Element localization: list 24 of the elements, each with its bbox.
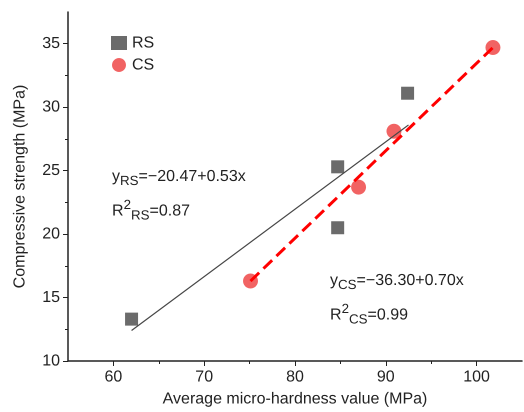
annotation: y$_{CS}$=−36.30+0.70x [330, 272, 464, 294]
x-tick-label: 80 [286, 368, 304, 386]
x-axis-title: Average micro-hardness value (MPa) [162, 390, 428, 408]
point [351, 180, 366, 195]
y-tick-label: 15 [42, 289, 60, 306]
point [125, 312, 138, 326]
x-tick-label: 100 [463, 368, 490, 386]
y-tick-label: 25 [42, 162, 60, 180]
x-tick-label: 90 [376, 368, 395, 386]
y-tick-label: 30 [42, 98, 60, 116]
annotation: R$^{2}$$_{RS}$=0.87 [112, 196, 190, 225]
point [331, 221, 344, 234]
point [401, 86, 414, 100]
annotation: y$_{RS}$=−20.47+0.53x [112, 168, 246, 190]
legend-label: CS [132, 56, 154, 74]
x-tick-label: 60 [104, 368, 122, 386]
point [331, 160, 344, 174]
x-tick-label: 70 [195, 368, 214, 386]
annotation: R$^{2}$$_{CS}$=0.99 [330, 300, 408, 329]
y-axis-title: Compressive strength (MPa) [12, 84, 28, 288]
legend-label: RS [132, 34, 154, 52]
y-tick-label: 20 [42, 226, 60, 243]
y-tick-label: 35 [42, 35, 60, 52]
y-tick-label: 10 [42, 352, 60, 370]
